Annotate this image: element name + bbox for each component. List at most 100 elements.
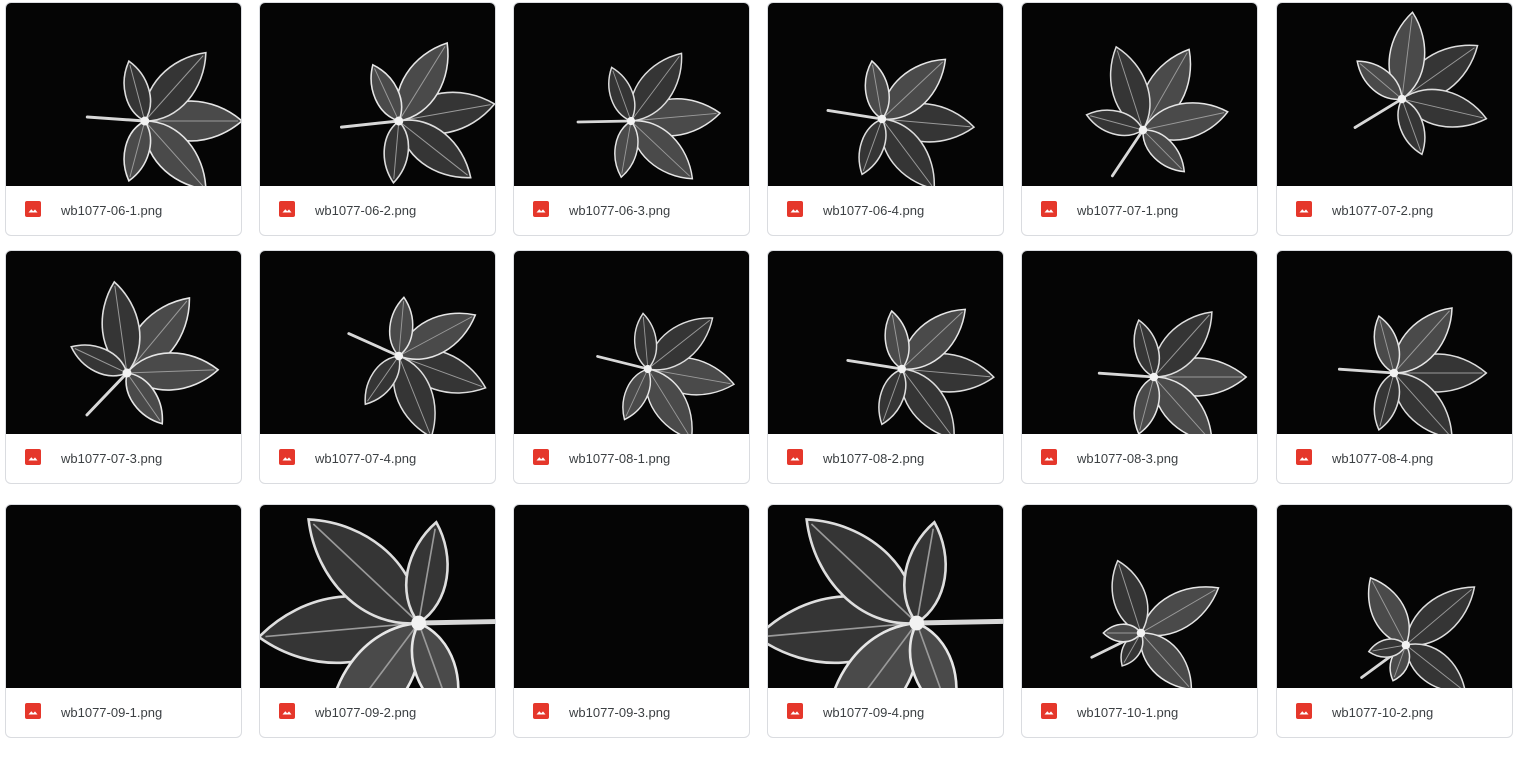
file-tile[interactable]: wb1077-07-1.png xyxy=(1021,2,1258,236)
file-name[interactable]: wb1077-06-1.png xyxy=(61,203,163,218)
leaf-image xyxy=(1337,307,1488,434)
leaf-specimen xyxy=(85,51,241,186)
image-file-icon xyxy=(25,449,41,465)
file-name[interactable]: wb1077-09-1.png xyxy=(61,705,163,720)
file-tile[interactable]: wb1077-07-3.png xyxy=(5,250,242,484)
file-name[interactable]: wb1077-07-1.png xyxy=(1077,203,1179,218)
file-name[interactable]: wb1077-07-3.png xyxy=(61,451,163,466)
file-tile[interactable]: wb1077-06-4.png xyxy=(767,2,1004,236)
leaf-image xyxy=(846,308,995,434)
file-caption[interactable]: wb1077-08-4.png xyxy=(1277,434,1512,483)
file-caption[interactable]: wb1077-09-3.png xyxy=(514,688,749,737)
image-file-icon xyxy=(279,703,295,719)
file-caption[interactable]: wb1077-08-3.png xyxy=(1022,434,1257,483)
file-thumbnail[interactable] xyxy=(1277,251,1512,434)
file-name[interactable]: wb1077-10-1.png xyxy=(1077,705,1179,720)
file-tile[interactable]: wb1077-10-2.png xyxy=(1276,504,1513,738)
file-name[interactable]: wb1077-10-2.png xyxy=(1332,705,1434,720)
file-name[interactable]: wb1077-09-4.png xyxy=(823,705,925,720)
file-name[interactable]: wb1077-08-4.png xyxy=(1332,451,1434,466)
file-name[interactable]: wb1077-06-2.png xyxy=(315,203,417,218)
leaf-specimen xyxy=(1097,311,1248,434)
file-caption[interactable]: wb1077-07-2.png xyxy=(1277,186,1512,235)
file-caption[interactable]: wb1077-10-1.png xyxy=(1022,688,1257,737)
file-caption[interactable]: wb1077-10-2.png xyxy=(1277,688,1512,737)
file-thumbnail[interactable] xyxy=(768,251,1003,434)
file-tile[interactable]: wb1077-08-2.png xyxy=(767,250,1004,484)
leaf-image xyxy=(347,296,487,434)
file-thumbnail[interactable] xyxy=(260,505,495,688)
image-file-icon xyxy=(1296,201,1312,217)
file-thumbnail[interactable] xyxy=(1277,3,1512,186)
file-thumbnail[interactable] xyxy=(768,505,1003,688)
file-thumbnail[interactable] xyxy=(260,3,495,186)
leaf-specimen xyxy=(846,308,995,434)
file-tile[interactable]: wb1077-07-4.png xyxy=(259,250,496,484)
file-name[interactable]: wb1077-08-3.png xyxy=(1077,451,1179,466)
leaf-specimen xyxy=(768,518,1003,688)
file-caption[interactable]: wb1077-06-2.png xyxy=(260,186,495,235)
leaf-specimen xyxy=(1085,45,1229,178)
file-caption[interactable]: wb1077-07-3.png xyxy=(6,434,241,483)
file-caption[interactable]: wb1077-07-4.png xyxy=(260,434,495,483)
file-thumbnail[interactable] xyxy=(260,251,495,434)
file-thumbnail[interactable] xyxy=(1022,3,1257,186)
file-caption[interactable]: wb1077-09-2.png xyxy=(260,688,495,737)
file-caption[interactable]: wb1077-08-1.png xyxy=(514,434,749,483)
leaf-specimen xyxy=(340,41,495,185)
file-tile[interactable]: wb1077-09-1.png xyxy=(5,504,242,738)
image-file-icon xyxy=(533,449,549,465)
file-thumbnail[interactable] xyxy=(768,3,1003,186)
file-name[interactable]: wb1077-06-4.png xyxy=(823,203,925,218)
leaf-image xyxy=(70,280,220,425)
file-name[interactable]: wb1077-08-1.png xyxy=(569,451,671,466)
file-name[interactable]: wb1077-09-2.png xyxy=(315,705,417,720)
file-name[interactable]: wb1077-06-3.png xyxy=(569,203,671,218)
leaf-image xyxy=(1097,311,1248,434)
file-thumbnail[interactable] xyxy=(6,251,241,434)
file-thumbnail[interactable] xyxy=(6,505,241,688)
file-caption[interactable]: wb1077-06-1.png xyxy=(6,186,241,235)
file-name[interactable]: wb1077-08-2.png xyxy=(823,451,925,466)
file-thumbnail[interactable] xyxy=(1277,505,1512,688)
leaf-image xyxy=(1353,11,1488,156)
leaf-image xyxy=(596,312,736,434)
file-tile[interactable]: wb1077-09-2.png xyxy=(259,504,496,738)
file-thumbnail[interactable] xyxy=(514,505,749,688)
file-caption[interactable]: wb1077-08-2.png xyxy=(768,434,1003,483)
file-tile[interactable]: wb1077-09-3.png xyxy=(513,504,750,738)
file-thumbnail[interactable] xyxy=(1022,251,1257,434)
file-caption[interactable]: wb1077-06-3.png xyxy=(514,186,749,235)
leaf-image xyxy=(826,58,976,186)
leaf-specimen xyxy=(70,280,220,425)
file-name[interactable]: wb1077-09-3.png xyxy=(569,705,671,720)
file-thumbnail[interactable] xyxy=(514,3,749,186)
image-file-icon xyxy=(787,449,803,465)
file-caption[interactable]: wb1077-06-4.png xyxy=(768,186,1003,235)
file-tile[interactable]: wb1077-08-1.png xyxy=(513,250,750,484)
file-name[interactable]: wb1077-07-2.png xyxy=(1332,203,1434,218)
leaf-image xyxy=(1085,45,1229,178)
file-tile[interactable]: wb1077-07-2.png xyxy=(1276,2,1513,236)
file-tile[interactable]: wb1077-08-4.png xyxy=(1276,250,1513,484)
image-file-icon xyxy=(279,201,295,217)
leaf-image xyxy=(6,505,241,688)
file-caption[interactable]: wb1077-09-4.png xyxy=(768,688,1003,737)
file-tile[interactable]: wb1077-08-3.png xyxy=(1021,250,1258,484)
file-thumbnail[interactable] xyxy=(514,251,749,434)
leaf-specimen xyxy=(260,518,495,688)
file-tile[interactable]: wb1077-06-1.png xyxy=(5,2,242,236)
file-thumbnail[interactable] xyxy=(6,3,241,186)
leaf-image xyxy=(768,518,1003,688)
file-tile[interactable]: wb1077-06-2.png xyxy=(259,2,496,236)
file-tile[interactable]: wb1077-09-4.png xyxy=(767,504,1004,738)
file-tile[interactable]: wb1077-06-3.png xyxy=(513,2,750,236)
file-tile[interactable]: wb1077-10-1.png xyxy=(1021,504,1258,738)
file-caption[interactable]: wb1077-07-1.png xyxy=(1022,186,1257,235)
image-file-icon xyxy=(533,703,549,719)
file-name[interactable]: wb1077-07-4.png xyxy=(315,451,417,466)
image-file-icon xyxy=(25,703,41,719)
file-thumbnail[interactable] xyxy=(1022,505,1257,688)
file-caption[interactable]: wb1077-09-1.png xyxy=(6,688,241,737)
leaf-image xyxy=(1090,559,1220,688)
